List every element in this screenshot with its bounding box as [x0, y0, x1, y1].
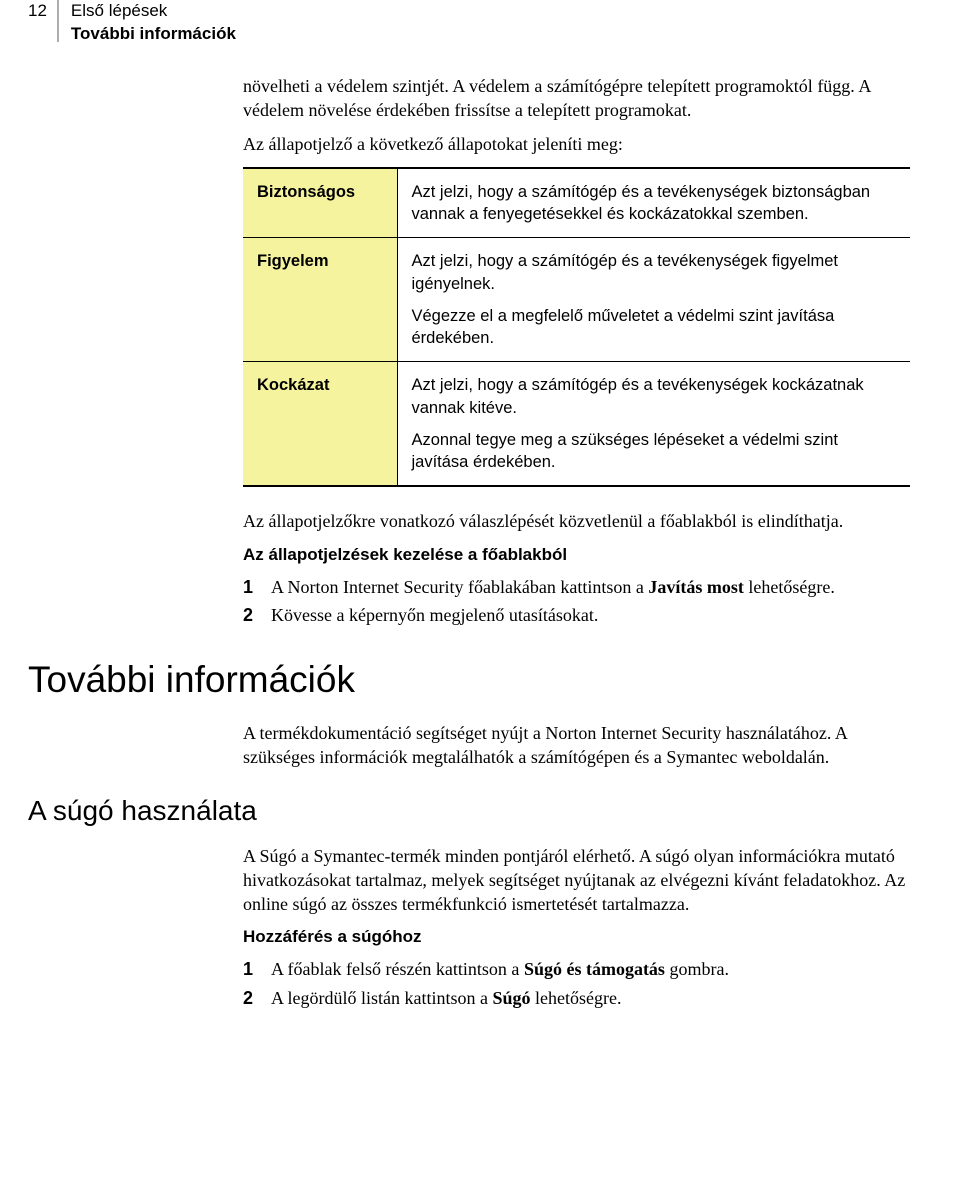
running-header: 12 Első lépések További információk [28, 0, 910, 46]
manage-steps-list: 1 A Norton Internet Security főablakában… [243, 575, 910, 628]
intro-paragraph: növelheti a védelem szintjét. A védelem … [243, 74, 910, 123]
status-desc-paragraph: Azt jelzi, hogy a számítógép és a tevéke… [412, 250, 897, 295]
status-desc-paragraph: Végezze el a megfelelő műveletet a védel… [412, 305, 897, 350]
header-chapter-title: Első lépések [71, 0, 236, 23]
help-steps-list: 1 A főablak felső részén kattintson a Sú… [243, 957, 910, 1010]
status-description: Azt jelzi, hogy a számítógép és a tevéke… [397, 238, 910, 362]
header-divider [57, 0, 59, 42]
manage-subheading: Az állapotjelzések kezelése a főablakból [243, 544, 910, 567]
step-text: Kövesse a képernyőn megjelenő utasítások… [271, 603, 910, 627]
step-text: A Norton Internet Security főablakában k… [271, 575, 910, 599]
page-number: 12 [28, 0, 47, 23]
status-desc-paragraph: Azt jelzi, hogy a számítógép és a tevéke… [412, 181, 897, 226]
help-paragraph: A Súgó a Symantec-termék minden pontjáró… [243, 844, 910, 917]
header-section-title: További információk [71, 23, 236, 46]
step-text: A főablak felső részén kattintson a Súgó… [271, 957, 910, 981]
step-number: 1 [243, 575, 271, 599]
status-desc-paragraph: Azonnal tegye meg a szükséges lépéseket … [412, 429, 897, 474]
table-row: Figyelem Azt jelzi, hogy a számítógép és… [243, 238, 910, 362]
step-number: 1 [243, 957, 271, 981]
list-item: 2 Kövesse a képernyőn megjelenő utasítás… [243, 603, 910, 627]
section-heading-further-info: További információk [28, 655, 910, 705]
list-item: 1 A főablak felső részén kattintson a Sú… [243, 957, 910, 981]
after-table-paragraph: Az állapotjelzőkre vonatkozó válaszlépés… [243, 509, 910, 533]
main-content: növelheti a védelem szintjét. A védelem … [243, 74, 910, 627]
status-description: Azt jelzi, hogy a számítógép és a tevéke… [397, 362, 910, 487]
status-states-table: Biztonságos Azt jelzi, hogy a számítógép… [243, 167, 910, 488]
further-info-content: A termékdokumentáció segítséget nyújt a … [243, 721, 910, 770]
list-item: 1 A Norton Internet Security főablakában… [243, 575, 910, 599]
header-titles: Első lépések További információk [71, 0, 236, 46]
step-number: 2 [243, 986, 271, 1010]
status-desc-paragraph: Azt jelzi, hogy a számítógép és a tevéke… [412, 374, 897, 419]
step-number: 2 [243, 603, 271, 627]
help-access-subheading: Hozzáférés a súgóhoz [243, 926, 910, 949]
status-description: Azt jelzi, hogy a számítógép és a tevéke… [397, 168, 910, 238]
further-info-paragraph: A termékdokumentáció segítséget nyújt a … [243, 721, 910, 770]
table-row: Kockázat Azt jelzi, hogy a számítógép és… [243, 362, 910, 487]
document-page: 12 Első lépések További információk növe… [0, 0, 960, 1054]
section-heading-help-usage: A súgó használata [28, 792, 910, 830]
list-item: 2 A legördülő listán kattintson a Súgó l… [243, 986, 910, 1010]
step-text: A legördülő listán kattintson a Súgó leh… [271, 986, 910, 1010]
help-usage-content: A Súgó a Symantec-termék minden pontjáró… [243, 844, 910, 1010]
table-row: Biztonságos Azt jelzi, hogy a számítógép… [243, 168, 910, 238]
status-label: Figyelem [243, 238, 397, 362]
status-lead-paragraph: Az állapotjelző a következő állapotokat … [243, 132, 910, 156]
status-label: Kockázat [243, 362, 397, 487]
status-label: Biztonságos [243, 168, 397, 238]
